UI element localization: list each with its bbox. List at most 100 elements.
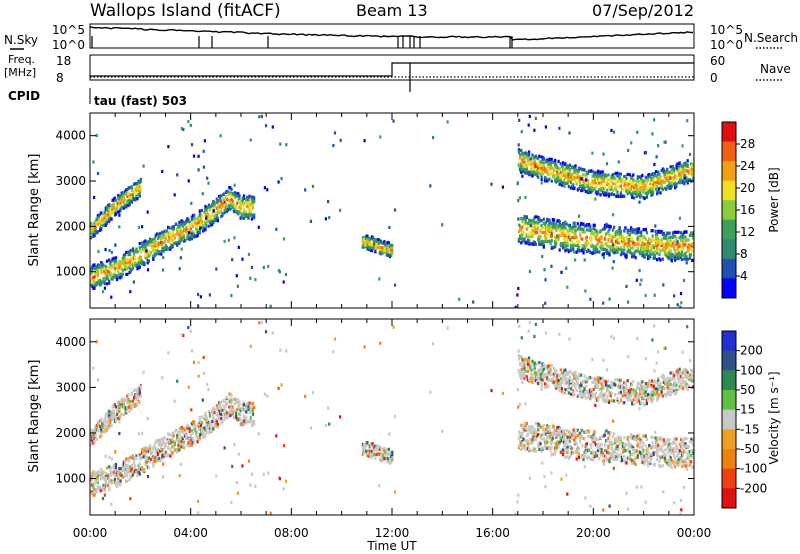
power-cell <box>572 221 575 226</box>
power-cell <box>517 286 520 291</box>
power-cell <box>668 180 671 184</box>
velocity-cell <box>122 413 125 417</box>
velocity-cell <box>134 464 137 468</box>
velocity-cell <box>219 402 222 406</box>
power-cell <box>109 262 112 266</box>
power-cell <box>517 217 520 221</box>
velocity-cell <box>193 442 196 446</box>
velocity-cell <box>542 428 545 432</box>
power-cell <box>159 231 162 235</box>
velocity-cell <box>520 432 523 436</box>
power-cell <box>110 259 113 263</box>
power-cell <box>550 231 553 236</box>
power-cell <box>646 254 650 258</box>
velocity-cell <box>102 430 105 434</box>
power-cell <box>229 203 232 207</box>
velocity-cell <box>566 442 569 447</box>
power-cell <box>139 179 142 184</box>
velocity-cell <box>575 457 578 461</box>
power-cell <box>135 247 138 251</box>
power-cell <box>675 184 678 188</box>
power-cell <box>668 255 671 259</box>
velocity-cell <box>97 420 101 425</box>
power-cell <box>592 181 595 185</box>
velocity-cell <box>136 403 139 407</box>
velocity-cell <box>566 454 569 459</box>
power-cell <box>120 205 123 209</box>
velocity-cell <box>201 421 204 425</box>
power-cell <box>121 257 124 261</box>
power-cell <box>685 169 688 173</box>
power-cell <box>660 179 663 184</box>
power-cell <box>215 217 218 221</box>
power-cell <box>619 232 622 236</box>
power-cell <box>572 225 575 229</box>
velocity-cell <box>387 460 390 464</box>
power-cell <box>128 186 131 190</box>
velocity-cell <box>566 435 569 439</box>
power-cell <box>611 173 614 177</box>
velocity-cell <box>121 475 124 479</box>
power-cell <box>105 272 109 276</box>
power-cell <box>679 253 682 257</box>
velocity-cell <box>539 435 542 440</box>
power-cell <box>138 265 141 269</box>
power-cell <box>235 274 238 278</box>
power-cell <box>564 181 567 185</box>
power-cell <box>643 248 646 252</box>
power-cell <box>154 234 157 238</box>
power-cell <box>383 240 386 244</box>
velocity-cell <box>556 445 559 449</box>
power-cell <box>143 248 146 252</box>
power-cell <box>168 247 171 251</box>
velocity-cell <box>614 451 617 455</box>
power-cell <box>146 259 149 263</box>
power-cell <box>125 250 128 254</box>
velocity-cell <box>145 449 148 454</box>
power-cell <box>141 225 144 229</box>
power-cell <box>134 182 137 186</box>
power-cell <box>572 248 575 252</box>
power-cell <box>643 196 646 201</box>
power-cell <box>589 224 592 228</box>
power-cell <box>245 214 248 218</box>
power-cell <box>644 150 648 155</box>
velocity-cell <box>245 408 248 412</box>
power-cell <box>543 268 546 272</box>
power-cell <box>220 206 223 210</box>
power-cell <box>564 243 567 247</box>
velocity-cell <box>383 456 386 461</box>
power-cell <box>95 133 98 138</box>
power-cell <box>614 177 617 181</box>
power-cell <box>237 245 240 249</box>
velocity-cell <box>224 404 227 408</box>
power-cell <box>676 240 679 244</box>
power-cell <box>625 255 628 259</box>
power-cell <box>649 175 652 179</box>
power-cell <box>569 180 573 185</box>
power-cell <box>684 235 687 239</box>
velocity-cell <box>598 457 601 461</box>
velocity-cell <box>116 407 119 412</box>
power-cell <box>537 166 540 170</box>
power-cell <box>139 255 142 259</box>
velocity-cell <box>181 426 184 430</box>
power-cell <box>545 237 548 241</box>
velocity-cell <box>126 401 129 405</box>
power-cell <box>531 231 534 235</box>
power-cell <box>203 219 206 224</box>
velocity-cell <box>517 444 520 448</box>
power-cell <box>239 206 242 210</box>
colorbar-segment <box>722 180 736 201</box>
power-cell <box>282 237 286 241</box>
power-cell <box>579 225 582 229</box>
power-cell <box>197 154 200 158</box>
velocity-cell <box>164 443 167 447</box>
power-cell <box>169 247 172 251</box>
power-cell <box>376 241 379 245</box>
power-cell <box>235 206 238 210</box>
power-cell <box>521 174 524 178</box>
velocity-cell <box>538 447 541 452</box>
power-cell <box>654 238 658 242</box>
power-cell <box>146 240 149 245</box>
